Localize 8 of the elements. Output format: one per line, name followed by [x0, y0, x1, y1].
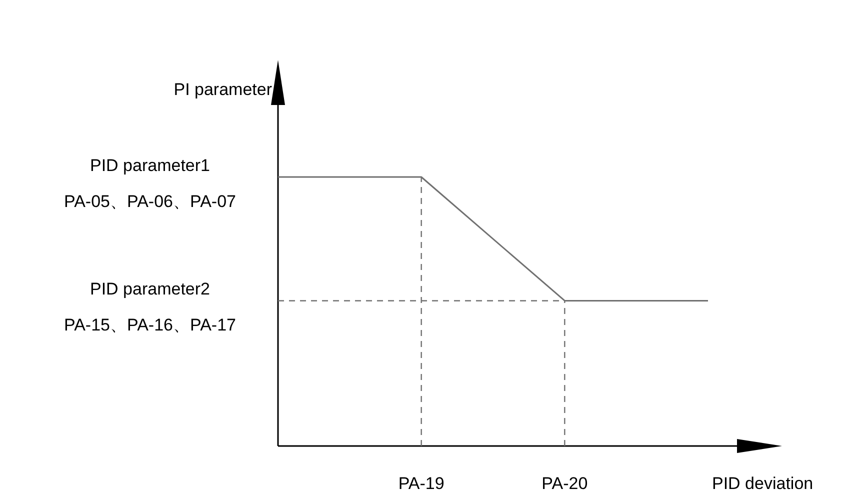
annotation: PID parameter1 [90, 156, 210, 175]
x-tick-label: PA-20 [542, 474, 588, 491]
annotation: PA-05、PA-06、PA-07 [64, 192, 236, 211]
ref-line-label: PA-15、PA-16、PA-17 [64, 316, 236, 335]
x-tick-label: PA-19 [398, 474, 444, 491]
ylabel: PI parameter [174, 80, 272, 99]
ref-line-label: PID parameter2 [90, 280, 210, 299]
xlabel: PID deviation [712, 474, 814, 491]
